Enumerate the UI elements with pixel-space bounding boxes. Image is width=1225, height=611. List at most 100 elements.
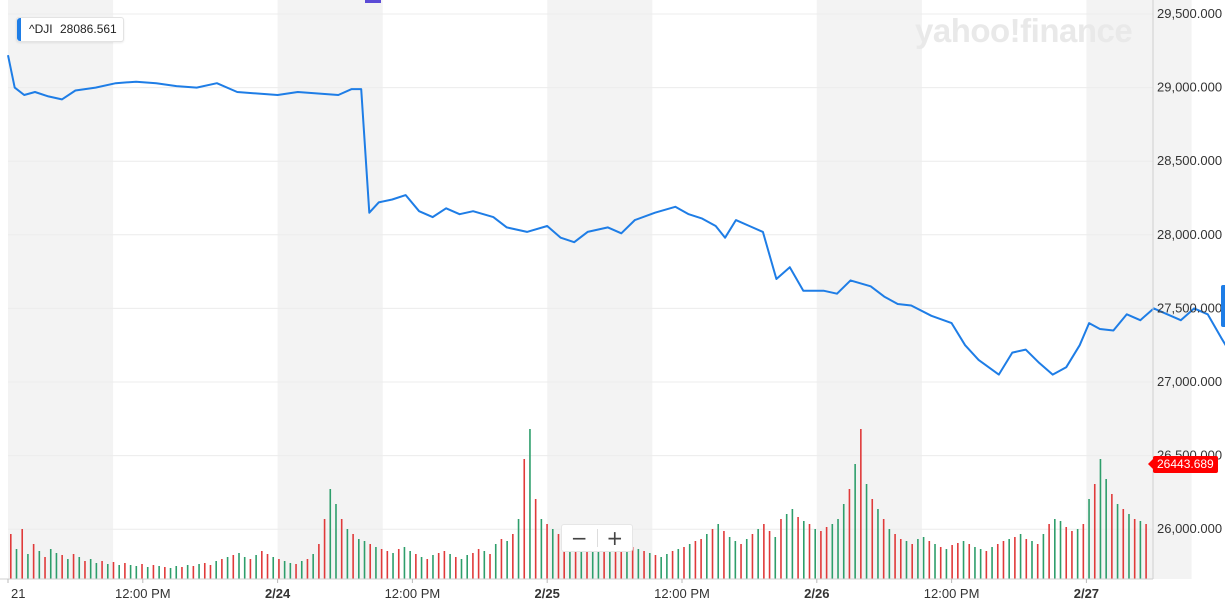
volume-bar xyxy=(443,551,446,579)
volume-bar xyxy=(95,563,98,579)
price-line xyxy=(7,54,1225,376)
volume-bar xyxy=(409,551,411,579)
volume-bar xyxy=(546,524,548,579)
y-tick-label: 29,000.000 xyxy=(1157,80,1222,95)
volume-bar xyxy=(785,514,788,579)
volume-bar xyxy=(243,557,246,579)
volume-bar xyxy=(1065,527,1068,579)
volume-bar xyxy=(603,539,605,579)
x-axis-ticks: 21 12:00 PM 2/24 12:00 PM 2/25 12:00 PM 2/26 12… xyxy=(7,579,1099,601)
volume-bar xyxy=(996,544,999,579)
volume-bar xyxy=(300,561,303,579)
volume-bar xyxy=(563,539,565,579)
volume-bar xyxy=(198,564,200,579)
volume-bar xyxy=(540,519,543,579)
volume-bar xyxy=(751,534,754,579)
session-shade xyxy=(547,0,653,579)
volume-bar xyxy=(1054,519,1056,579)
volume-bar xyxy=(1111,494,1113,579)
volume-bar xyxy=(688,544,691,579)
volume-bar xyxy=(905,541,908,579)
volume-bar xyxy=(152,565,155,579)
volume-bar xyxy=(1019,534,1022,579)
volume-bar xyxy=(135,566,138,579)
zoom-out-button[interactable]: − xyxy=(562,525,597,551)
volume-bar xyxy=(631,547,634,579)
volume-bar xyxy=(860,429,862,579)
volume-bar xyxy=(734,541,737,579)
volume-bar xyxy=(1071,531,1073,579)
volume-bar xyxy=(369,544,372,579)
volume-bar xyxy=(774,537,777,579)
volume-bar xyxy=(141,564,143,579)
volume-bar xyxy=(648,553,651,579)
volume-bar xyxy=(694,541,697,579)
volume-bar xyxy=(968,544,971,579)
scroll-handle[interactable] xyxy=(1221,285,1225,327)
volume-bar xyxy=(700,539,702,579)
volume-bar xyxy=(837,519,839,579)
volume-bar xyxy=(1008,539,1010,579)
volume-bar xyxy=(808,524,811,579)
volume-bar xyxy=(586,549,588,579)
volume-bar xyxy=(358,539,360,579)
volume-bar xyxy=(1093,484,1096,579)
volume-bar xyxy=(346,529,349,579)
volume-bar xyxy=(831,524,834,579)
volume-bar xyxy=(654,555,657,579)
volume-bar xyxy=(1082,524,1085,579)
volume-bar xyxy=(643,551,645,579)
x-tick-label: 2/25 xyxy=(535,586,560,601)
volume-bar xyxy=(614,534,617,579)
y-tick-label: 26,000.000 xyxy=(1157,521,1222,536)
volume-bar xyxy=(312,554,314,579)
volume-bar xyxy=(466,555,468,579)
x-tick-label: 2/27 xyxy=(1074,586,1099,601)
volume-bar xyxy=(717,524,720,579)
y-axis-ticks: 29,500.000 29,000.000 28,500.000 28,000.000… xyxy=(1157,6,1222,536)
volume-bar xyxy=(706,534,708,579)
volume-bar xyxy=(660,557,662,579)
volume-bar xyxy=(72,554,75,579)
volume-bar xyxy=(500,539,503,579)
volume-bar xyxy=(249,559,252,579)
volume-bar xyxy=(101,561,103,579)
volume-bar xyxy=(974,547,976,579)
volume-bar xyxy=(283,561,286,579)
volume-bar xyxy=(266,554,269,579)
volume-bar xyxy=(15,549,18,579)
volume-bar xyxy=(392,553,394,579)
volume-bar xyxy=(523,459,526,579)
volume-bar xyxy=(477,549,480,579)
zoom-controls: − + xyxy=(561,524,633,552)
volume-bar xyxy=(569,541,571,579)
volume-bar xyxy=(1099,459,1102,579)
volume-bar xyxy=(61,555,63,579)
volume-bar xyxy=(403,547,406,579)
zoom-in-button[interactable]: + xyxy=(598,525,633,551)
volume-bar xyxy=(209,565,212,579)
x-tick-label: 21 xyxy=(11,586,25,601)
x-tick-label: 2/24 xyxy=(265,586,291,601)
volume-bar xyxy=(295,564,297,579)
volume-bar xyxy=(768,531,771,579)
volume-bar xyxy=(723,531,725,579)
yahoo-finance-logo: yahoo!finance xyxy=(915,12,1133,49)
volume-bar xyxy=(991,547,993,579)
volume-bar xyxy=(124,563,126,579)
volume-bar xyxy=(472,553,474,579)
volume-bar xyxy=(797,517,799,579)
session-shade xyxy=(8,0,114,579)
volume-bar xyxy=(814,529,817,579)
volume-bar xyxy=(517,519,520,579)
session-shade xyxy=(277,0,383,579)
volume-bar xyxy=(591,545,594,579)
volume-bar xyxy=(226,557,229,579)
volume-bar xyxy=(609,537,611,579)
volume-bar xyxy=(44,557,46,579)
volume-bar xyxy=(289,563,292,579)
ticker-legend[interactable]: ^DJI 28086.561 xyxy=(16,17,124,42)
volume-bar xyxy=(55,553,58,579)
volume-bar xyxy=(494,544,497,579)
